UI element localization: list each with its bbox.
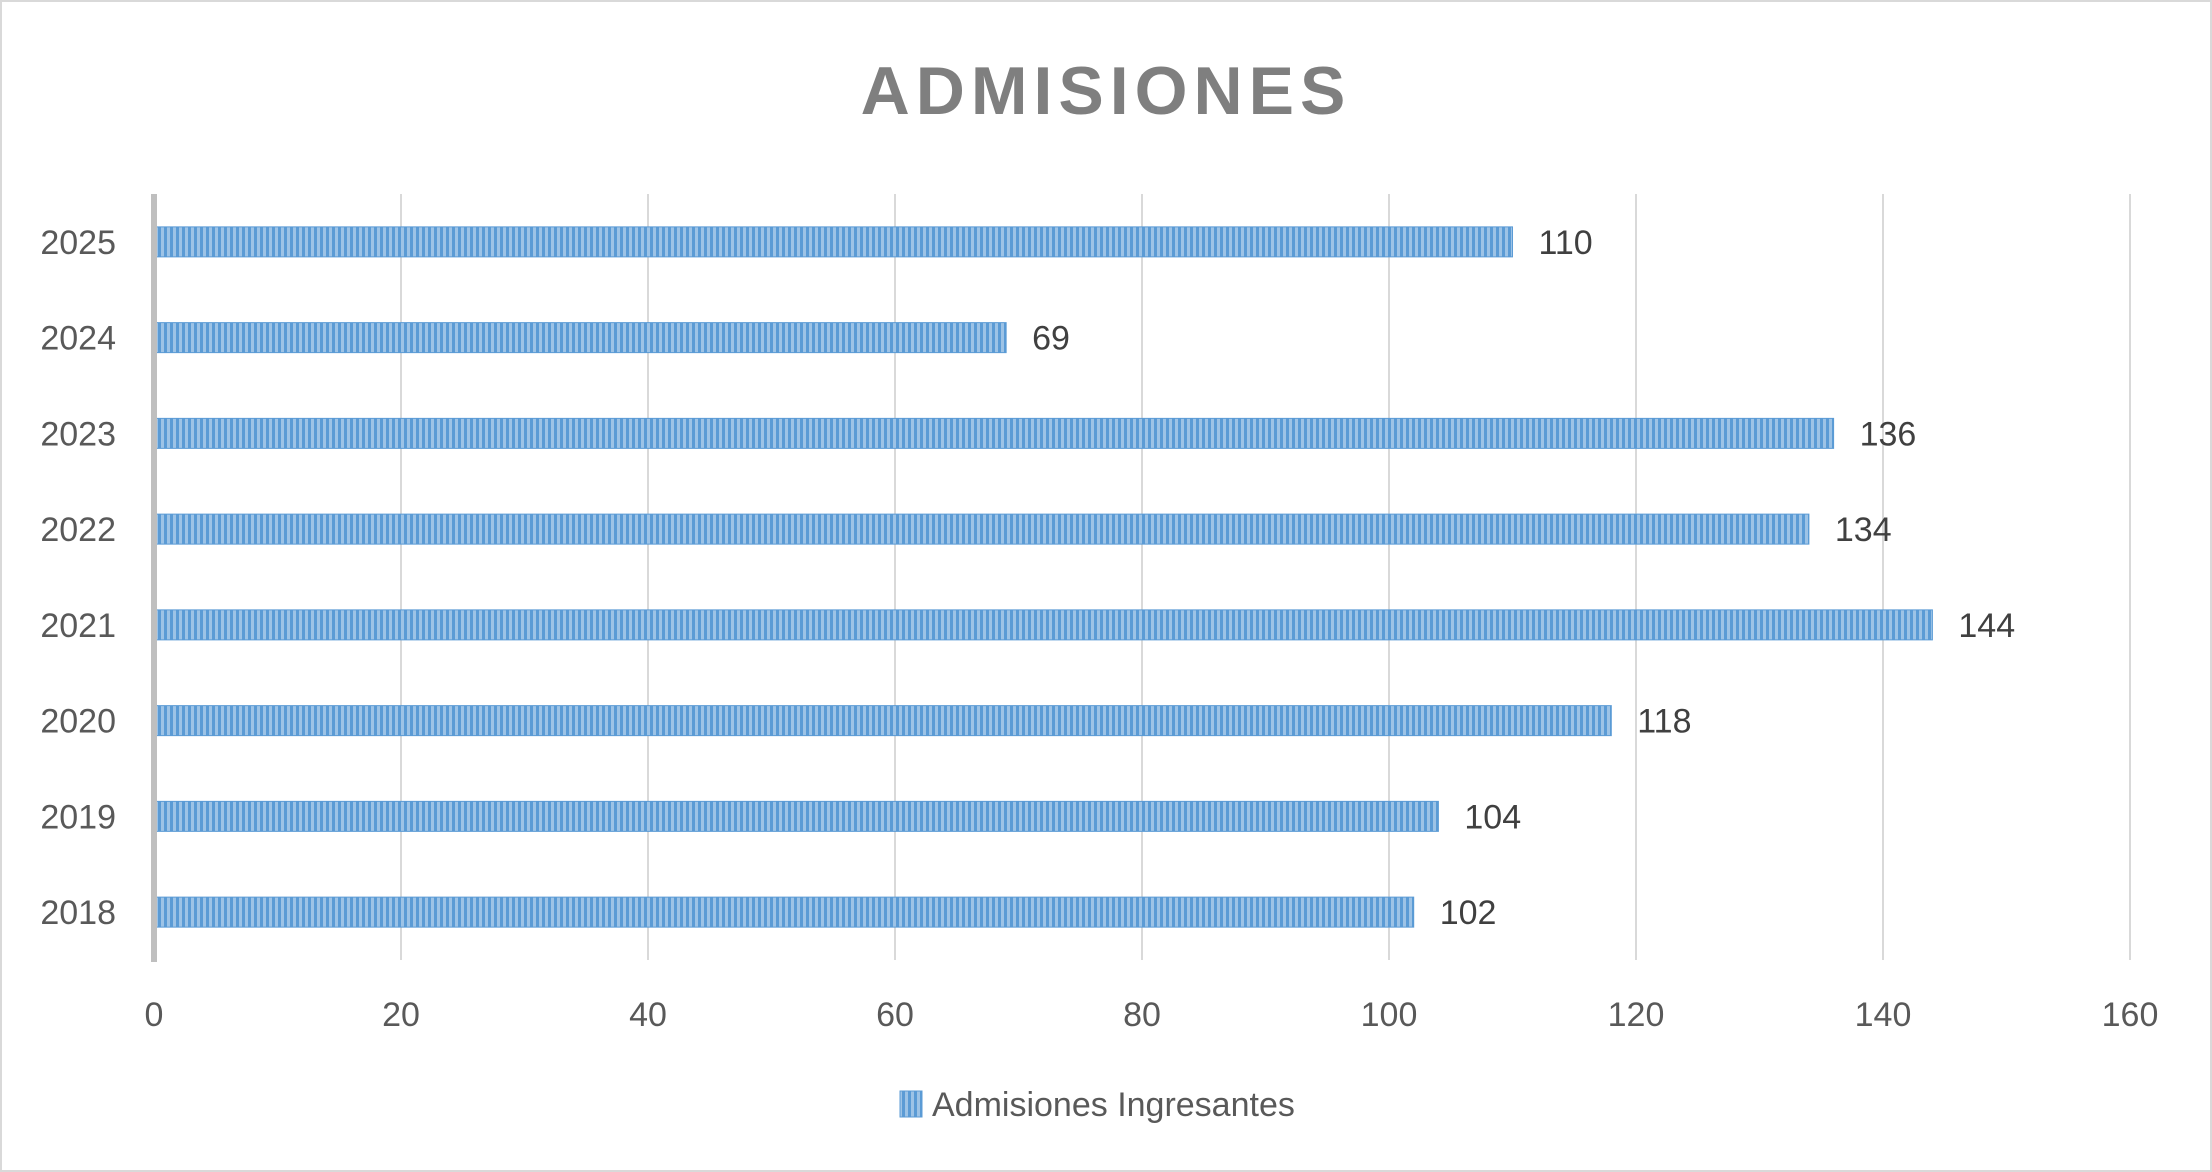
y-category-label: 2025 [40,224,116,262]
data-label-2025: 110 [1539,224,1593,262]
x-tick-label: 160 [2102,996,2159,1034]
y-category-label: 2018 [40,894,116,932]
bar-2019 [153,800,1439,832]
y-category-label: 2019 [40,798,116,836]
bar-2022 [153,513,1810,545]
y-category-label: 2021 [40,607,116,645]
legend-swatch [899,1090,923,1118]
x-tick-label: 0 [145,996,164,1034]
x-tick-label: 120 [1608,996,1665,1034]
chart-title: ADMISIONES [861,53,1352,129]
x-tick-label: 40 [629,996,667,1034]
gridlines [400,194,2131,960]
bar-2020 [153,705,1612,737]
legend: Admisiones Ingresantes [899,1086,1295,1124]
data-label-2018: 102 [1440,894,1497,932]
bar-2021 [153,609,1933,641]
data-label-2019: 104 [1464,798,1521,836]
legend-label: Admisiones Ingresantes [932,1086,1295,1124]
data-label-2024: 69 [1032,320,1070,358]
y-category-label: 2023 [40,415,116,453]
x-tick-label: 80 [1123,996,1161,1034]
x-tick-label: 60 [876,996,914,1034]
bars [153,226,1933,928]
bar-2024 [153,322,1007,354]
bar-2025 [153,226,1513,258]
data-label-2022: 134 [1835,511,1892,549]
axes: 0 20 40 60 80 100 120 140 160 2018 102 2019 104 2020 1… [40,194,2158,1034]
bar-2018 [153,896,1415,928]
y-category-label: 2022 [40,511,116,549]
bar-2023 [153,417,1835,449]
data-label-2023: 136 [1860,415,1917,453]
data-label-2020: 118 [1637,703,1691,741]
x-tick-label: 140 [1855,996,1912,1034]
y-category-label: 2020 [40,703,116,741]
y-category-label: 2024 [40,320,116,358]
x-tick-label: 100 [1361,996,1418,1034]
data-label-2021: 144 [1958,607,2015,645]
x-tick-label: 20 [382,996,420,1034]
